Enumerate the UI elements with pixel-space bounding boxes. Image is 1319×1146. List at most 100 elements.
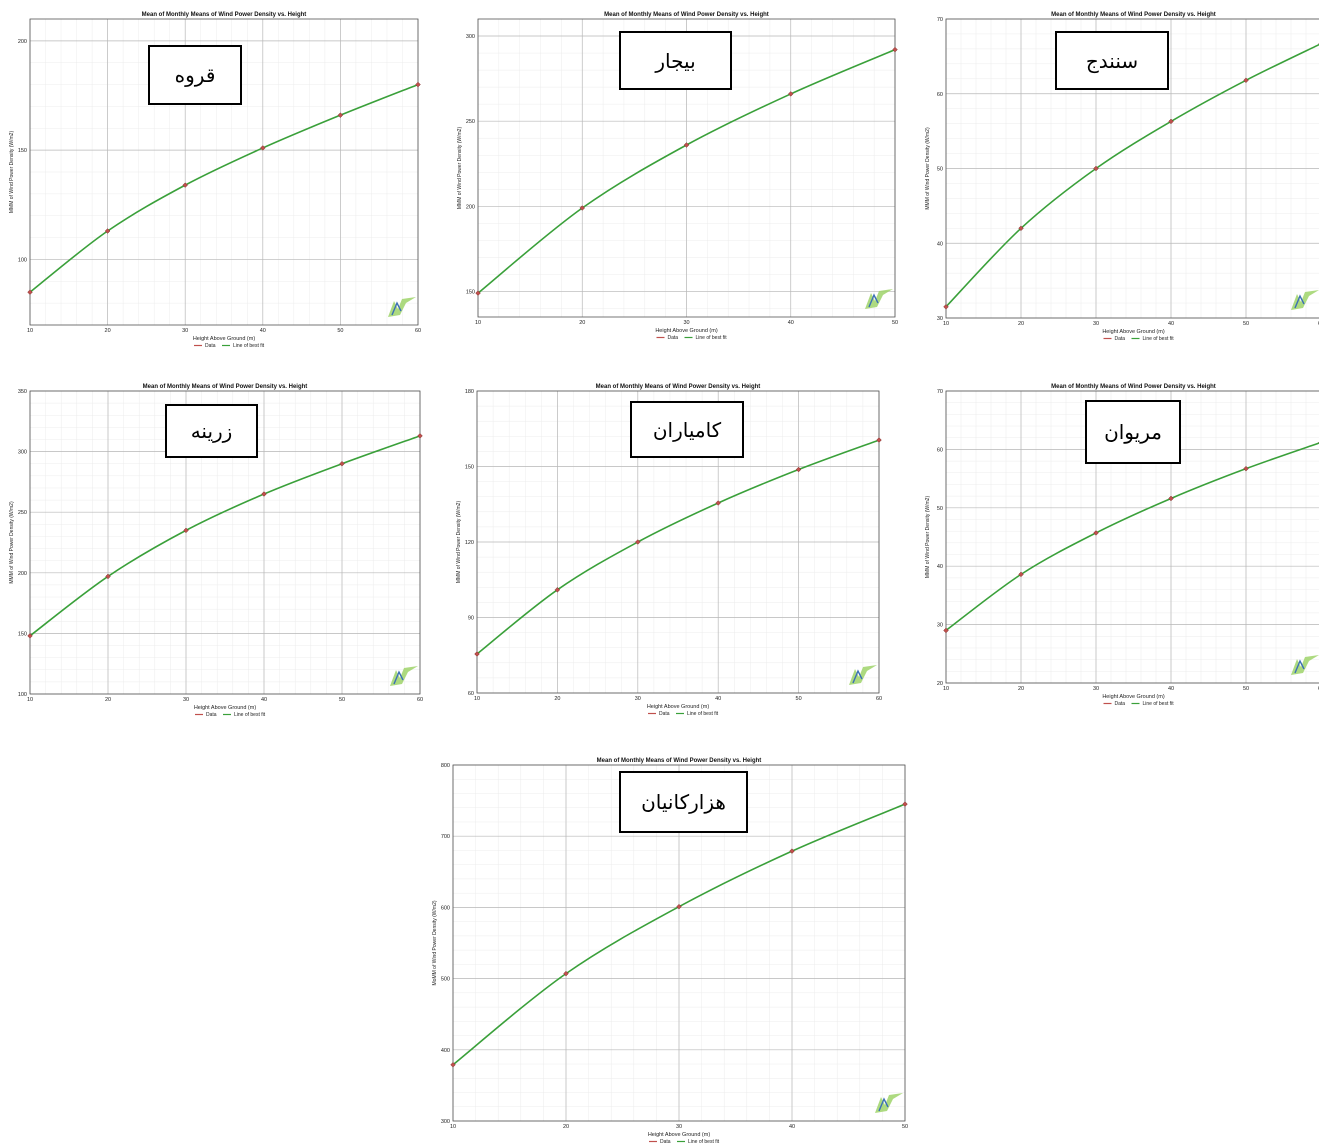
logo-stroke bbox=[878, 1097, 889, 1112]
chart-svg-4: Mean of Monthly Means of Wind Power Dens… bbox=[9, 384, 423, 718]
x-axis-label: Height Above Ground (m) bbox=[1102, 694, 1165, 700]
data-point bbox=[27, 633, 33, 639]
x-tick-label: 30 bbox=[1093, 686, 1099, 692]
best-fit-line bbox=[29, 435, 421, 637]
chart-svg-6: Mean of Monthly Means of Wind Power Dens… bbox=[925, 384, 1319, 707]
best-fit-line bbox=[29, 83, 419, 293]
x-tick-label: 10 bbox=[450, 1124, 456, 1130]
data-point bbox=[1018, 571, 1024, 578]
data-point bbox=[1093, 165, 1099, 172]
data-point bbox=[795, 466, 802, 473]
legend-label-fit: Line of best fit bbox=[234, 712, 266, 718]
wind-turbine-logo-icon bbox=[388, 297, 416, 317]
data-point bbox=[943, 304, 949, 310]
plot-frame bbox=[452, 764, 906, 1122]
plot-frame bbox=[476, 390, 880, 694]
best-fit-line bbox=[945, 442, 1319, 632]
logo-leaf bbox=[1291, 655, 1319, 675]
legend-label-fit: Line of best fit bbox=[696, 335, 728, 341]
chart-title: Mean of Monthly Means of Wind Power Dens… bbox=[1051, 384, 1216, 390]
y-tick-label: 250 bbox=[18, 510, 27, 516]
logo-stroke bbox=[868, 293, 879, 308]
wind-turbine-logo-icon bbox=[849, 665, 877, 685]
y-tick-label: 350 bbox=[18, 389, 27, 395]
data-point bbox=[1243, 77, 1249, 84]
legend-label-data: Data bbox=[660, 1139, 671, 1145]
chart-title: Mean of Monthly Means of Wind Power Dens… bbox=[597, 758, 762, 764]
y-axis-label: MMM of Wind Power Density (W/m2) bbox=[925, 127, 931, 210]
logo-stroke bbox=[391, 301, 402, 316]
wind-turbine-logo-icon bbox=[865, 289, 893, 309]
logo-leaf bbox=[388, 297, 416, 317]
logo-stroke bbox=[1294, 294, 1305, 309]
wind-turbine-logo-icon bbox=[1291, 655, 1319, 675]
data-point bbox=[27, 289, 33, 295]
data-point bbox=[943, 627, 949, 634]
data-point bbox=[554, 587, 561, 593]
wind-turbine-logo-icon bbox=[1291, 290, 1319, 310]
x-tick-label: 60 bbox=[1318, 686, 1319, 692]
chart-title: Mean of Monthly Means of Wind Power Dens… bbox=[596, 384, 761, 390]
data-point bbox=[676, 903, 682, 910]
y-tick-label: 70 bbox=[937, 17, 943, 23]
y-tick-label: 150 bbox=[465, 465, 474, 471]
station-label: کامیاران bbox=[630, 401, 744, 458]
data-point bbox=[892, 46, 898, 53]
x-tick-label: 50 bbox=[892, 320, 898, 326]
y-tick-label: 200 bbox=[18, 39, 27, 45]
x-tick-label: 20 bbox=[579, 320, 585, 326]
x-tick-label: 20 bbox=[105, 328, 111, 334]
x-axis-label: Height Above Ground (m) bbox=[193, 336, 256, 342]
x-tick-label: 20 bbox=[554, 696, 560, 702]
x-tick-label: 50 bbox=[1243, 321, 1249, 327]
data-point bbox=[683, 142, 690, 148]
data-point bbox=[261, 491, 267, 497]
y-tick-label: 300 bbox=[18, 450, 27, 456]
x-tick-label: 30 bbox=[183, 697, 189, 703]
y-tick-label: 30 bbox=[937, 316, 943, 322]
y-tick-label: 180 bbox=[465, 389, 474, 395]
y-tick-label: 60 bbox=[937, 92, 943, 98]
legend-label-data: Data bbox=[1115, 336, 1126, 342]
plot-frame bbox=[29, 18, 419, 326]
logo-stroke bbox=[852, 669, 863, 684]
data-point bbox=[789, 848, 795, 854]
data-point bbox=[876, 437, 882, 443]
y-tick-label: 50 bbox=[937, 506, 943, 512]
best-fit-line bbox=[945, 43, 1319, 308]
data-point bbox=[339, 460, 345, 467]
y-tick-label: 40 bbox=[937, 241, 943, 247]
data-point bbox=[1093, 530, 1099, 536]
y-tick-label: 250 bbox=[466, 119, 475, 125]
chart-panel-2: Mean of Monthly Means of Wind Power Dens… bbox=[452, 8, 902, 343]
data-point bbox=[450, 1061, 456, 1068]
x-tick-label: 40 bbox=[788, 320, 794, 326]
x-tick-label: 20 bbox=[1018, 686, 1024, 692]
station-label: مریوان bbox=[1085, 400, 1181, 464]
x-axis-label: Height Above Ground (m) bbox=[194, 705, 257, 711]
x-axis-label: Height Above Ground (m) bbox=[655, 328, 718, 334]
y-tick-label: 150 bbox=[18, 148, 27, 154]
y-tick-label: 70 bbox=[937, 389, 943, 395]
wind-turbine-logo-icon bbox=[875, 1093, 903, 1113]
y-axis-label: MMM of Wind Power Density (W/m2) bbox=[9, 501, 15, 584]
y-tick-label: 30 bbox=[937, 623, 943, 629]
x-tick-label: 60 bbox=[417, 697, 423, 703]
legend-label-fit: Line of best fit bbox=[1143, 701, 1175, 707]
logo-leaf bbox=[1291, 290, 1319, 310]
best-fit-line bbox=[476, 439, 880, 655]
y-tick-label: 600 bbox=[441, 905, 450, 911]
y-tick-label: 100 bbox=[18, 692, 27, 698]
x-tick-label: 40 bbox=[1168, 686, 1174, 692]
station-label: سنندج bbox=[1055, 31, 1169, 90]
x-tick-label: 50 bbox=[902, 1124, 908, 1130]
legend-label-data: Data bbox=[668, 335, 679, 341]
station-label: هزارکانیان bbox=[619, 771, 748, 833]
x-tick-label: 40 bbox=[715, 696, 721, 702]
x-tick-label: 40 bbox=[789, 1124, 795, 1130]
data-point bbox=[579, 205, 586, 211]
y-tick-label: 60 bbox=[937, 447, 943, 453]
legend-label-data: Data bbox=[205, 343, 216, 349]
y-tick-label: 90 bbox=[468, 616, 474, 622]
chart-title: Mean of Monthly Means of Wind Power Dens… bbox=[143, 384, 308, 390]
